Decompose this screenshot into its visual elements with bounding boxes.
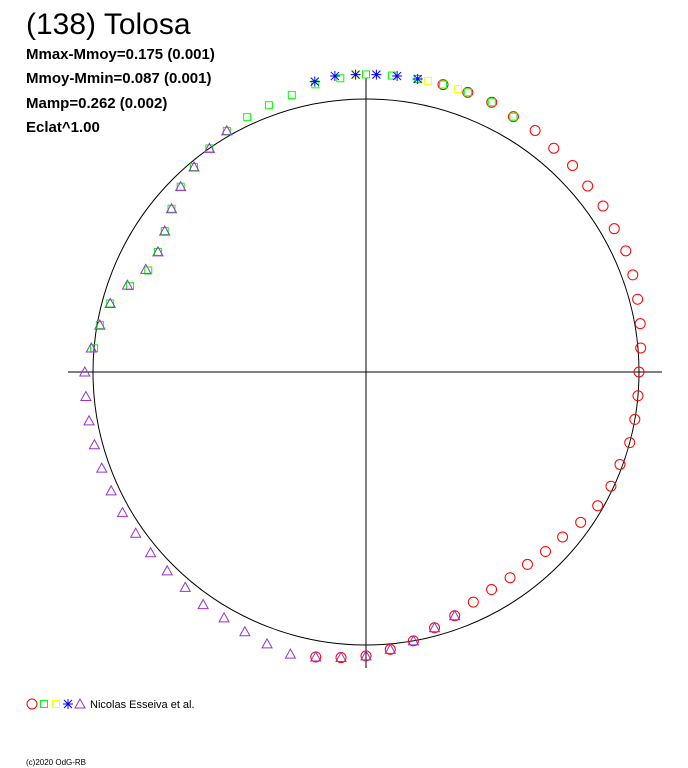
data-point — [362, 70, 370, 79]
reference-circle — [92, 98, 640, 646]
data-point — [161, 564, 174, 576]
data-point — [557, 531, 569, 543]
data-point — [222, 126, 231, 135]
data-point — [261, 637, 273, 649]
data-point — [437, 79, 449, 91]
data-point — [203, 142, 216, 153]
data-point — [116, 506, 129, 518]
data-point — [360, 649, 372, 661]
data-point — [121, 279, 134, 290]
data-point — [614, 458, 626, 470]
data-point — [634, 318, 646, 330]
data-point — [507, 111, 519, 123]
data-point — [287, 91, 296, 100]
data-point — [152, 245, 164, 257]
data-point — [85, 341, 98, 353]
data-point — [144, 266, 153, 275]
data-point — [188, 161, 200, 172]
data-point — [633, 366, 645, 378]
data-point — [428, 621, 441, 633]
data-point — [80, 390, 92, 402]
data-point — [632, 390, 644, 402]
legend-marker — [63, 699, 73, 709]
data-point — [88, 438, 101, 450]
data-point — [439, 80, 448, 89]
data-point — [582, 180, 594, 192]
data-point — [139, 263, 152, 274]
data-point — [392, 71, 403, 82]
data-point — [158, 225, 171, 236]
data-point — [335, 651, 347, 663]
data-point — [412, 73, 423, 84]
data-point — [239, 625, 251, 637]
data-point — [632, 293, 644, 305]
data-point — [384, 643, 397, 654]
data-point — [104, 297, 117, 308]
data-point — [165, 202, 178, 214]
legend-label: Nicolas Esseiva et al. — [90, 699, 195, 711]
data-point — [540, 546, 552, 558]
data-point — [605, 480, 617, 492]
data-point — [220, 124, 233, 136]
data-point — [548, 142, 560, 154]
data-point — [105, 484, 118, 496]
data-point — [627, 269, 639, 281]
data-point — [129, 527, 142, 538]
data-point — [218, 611, 230, 623]
data-point — [624, 437, 636, 449]
data-point — [620, 245, 632, 257]
chart-title: (138) Tolosa — [26, 8, 191, 41]
data-point — [575, 516, 587, 528]
data-point — [486, 96, 498, 108]
data-point — [423, 76, 432, 85]
data-point — [509, 112, 518, 121]
data-point — [629, 413, 641, 425]
data-point — [592, 500, 604, 512]
data-point — [93, 319, 106, 330]
data-point — [144, 546, 157, 558]
data-point — [309, 76, 320, 87]
data-point — [350, 69, 361, 80]
data-point — [448, 609, 461, 621]
legend-marker — [52, 700, 60, 708]
legend-marker — [40, 700, 48, 708]
data-point — [284, 648, 297, 659]
data-point — [83, 414, 95, 426]
data-point — [486, 584, 498, 596]
data-point — [521, 558, 533, 570]
data-point — [371, 69, 382, 80]
data-point — [487, 98, 496, 107]
footer: (c)2020 OdG-RB — [26, 758, 86, 767]
annotation: Mamp=0.262 (0.002) — [26, 95, 167, 112]
data-point — [407, 634, 420, 646]
annotation: Eclat^1.00 — [26, 119, 100, 136]
legend-marker — [26, 698, 38, 710]
data-point — [453, 84, 462, 93]
annotation: Mmax-Mmoy=0.175 (0.001) — [26, 46, 215, 63]
data-point — [567, 159, 579, 171]
data-point — [467, 596, 479, 608]
data-point — [264, 101, 273, 110]
data-point — [197, 598, 209, 610]
data-point — [635, 342, 647, 354]
data-point — [463, 88, 472, 97]
data-point — [174, 180, 187, 192]
data-point — [179, 581, 192, 592]
data-point — [329, 71, 340, 82]
data-point — [462, 86, 474, 98]
data-point — [529, 124, 541, 136]
data-point — [243, 113, 252, 122]
data-point — [597, 200, 609, 212]
data-point — [78, 365, 91, 377]
data-point — [95, 462, 108, 473]
data-point — [504, 572, 516, 584]
data-point — [309, 650, 322, 662]
legend-marker — [74, 697, 86, 709]
data-point — [608, 223, 620, 235]
annotation: Mmoy-Mmin=0.087 (0.001) — [26, 70, 212, 87]
